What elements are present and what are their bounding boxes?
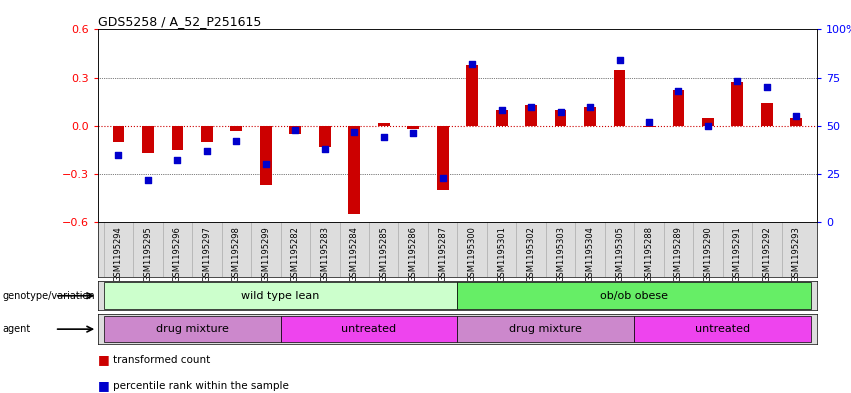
- Point: [347, 129, 361, 135]
- Text: GSM1195298: GSM1195298: [231, 226, 241, 282]
- Text: GSM1195303: GSM1195303: [556, 226, 565, 283]
- Text: GSM1195289: GSM1195289: [674, 226, 683, 282]
- Bar: [112, 126, 124, 142]
- Bar: [791, 118, 802, 126]
- Text: GSM1195294: GSM1195294: [114, 226, 123, 282]
- Bar: [289, 126, 301, 134]
- Point: [436, 174, 449, 181]
- Bar: [458, 283, 811, 309]
- Text: percentile rank within the sample: percentile rank within the sample: [113, 381, 289, 391]
- Bar: [732, 83, 743, 126]
- Point: [407, 130, 420, 137]
- Text: GSM1195299: GSM1195299: [261, 226, 271, 282]
- Point: [671, 88, 685, 94]
- Text: GSM1195292: GSM1195292: [762, 226, 771, 282]
- Text: ■: ■: [98, 379, 110, 393]
- Text: GSM1195305: GSM1195305: [615, 226, 624, 282]
- Text: GSM1195304: GSM1195304: [585, 226, 595, 282]
- Text: GSM1195293: GSM1195293: [791, 226, 801, 282]
- Point: [171, 157, 185, 163]
- Bar: [281, 316, 458, 342]
- Bar: [104, 283, 458, 309]
- Bar: [260, 126, 271, 185]
- Point: [200, 148, 214, 154]
- Point: [524, 103, 538, 110]
- Text: untreated: untreated: [695, 324, 751, 334]
- Bar: [378, 123, 390, 126]
- Bar: [408, 126, 419, 129]
- Text: transformed count: transformed count: [113, 355, 210, 365]
- Text: drug mixture: drug mixture: [510, 324, 582, 334]
- Text: ob/ob obese: ob/ob obese: [600, 291, 668, 301]
- Bar: [104, 316, 281, 342]
- Text: drug mixture: drug mixture: [156, 324, 229, 334]
- Point: [583, 103, 597, 110]
- Bar: [761, 103, 773, 126]
- Point: [554, 109, 568, 116]
- Text: GSM1195300: GSM1195300: [468, 226, 477, 282]
- Bar: [172, 126, 183, 150]
- Text: GSM1195296: GSM1195296: [173, 226, 182, 282]
- Text: GSM1195302: GSM1195302: [527, 226, 535, 282]
- Bar: [466, 65, 478, 126]
- Bar: [672, 90, 684, 126]
- Bar: [525, 105, 537, 126]
- Text: GSM1195295: GSM1195295: [144, 226, 152, 282]
- Point: [730, 78, 744, 84]
- Point: [465, 61, 479, 67]
- Point: [230, 138, 243, 144]
- Bar: [702, 118, 714, 126]
- Text: GSM1195290: GSM1195290: [704, 226, 712, 282]
- Point: [760, 84, 774, 90]
- Bar: [614, 70, 625, 126]
- Text: GSM1195288: GSM1195288: [644, 226, 654, 283]
- Point: [494, 107, 508, 114]
- Point: [288, 127, 302, 133]
- Text: GSM1195286: GSM1195286: [408, 226, 418, 283]
- Point: [790, 113, 803, 119]
- Text: genotype/variation: genotype/variation: [3, 290, 95, 301]
- Text: GSM1195297: GSM1195297: [203, 226, 211, 282]
- Text: GSM1195287: GSM1195287: [438, 226, 447, 283]
- Point: [111, 151, 125, 158]
- Text: GSM1195284: GSM1195284: [350, 226, 359, 282]
- Text: ■: ■: [98, 353, 110, 367]
- Text: untreated: untreated: [341, 324, 397, 334]
- Bar: [201, 126, 213, 142]
- Bar: [584, 107, 596, 126]
- Point: [141, 176, 155, 183]
- Bar: [458, 316, 634, 342]
- Point: [377, 134, 391, 140]
- Text: GSM1195285: GSM1195285: [380, 226, 388, 282]
- Bar: [142, 126, 154, 153]
- Bar: [634, 316, 811, 342]
- Text: GSM1195283: GSM1195283: [320, 226, 329, 283]
- Bar: [643, 126, 655, 127]
- Bar: [437, 126, 448, 190]
- Text: GSM1195282: GSM1195282: [291, 226, 300, 282]
- Point: [613, 57, 626, 63]
- Point: [318, 146, 332, 152]
- Point: [643, 119, 656, 125]
- Bar: [319, 126, 331, 147]
- Text: agent: agent: [3, 324, 31, 334]
- Text: GDS5258 / A_52_P251615: GDS5258 / A_52_P251615: [98, 15, 261, 28]
- Text: GSM1195291: GSM1195291: [733, 226, 742, 282]
- Bar: [231, 126, 243, 130]
- Text: GSM1195301: GSM1195301: [497, 226, 506, 282]
- Bar: [496, 110, 507, 126]
- Bar: [348, 126, 360, 214]
- Point: [259, 161, 272, 167]
- Text: wild type lean: wild type lean: [242, 291, 320, 301]
- Point: [701, 123, 715, 129]
- Bar: [555, 110, 567, 126]
